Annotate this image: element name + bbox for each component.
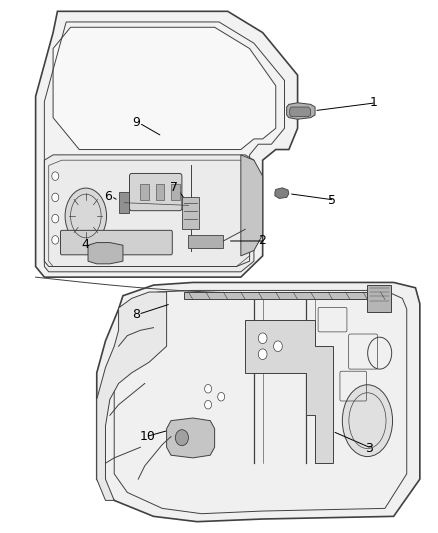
Text: 2: 2 <box>258 235 266 247</box>
Circle shape <box>52 172 59 180</box>
Text: 9: 9 <box>133 117 141 130</box>
Circle shape <box>52 236 59 244</box>
Circle shape <box>258 349 267 360</box>
FancyBboxPatch shape <box>60 230 172 255</box>
Ellipse shape <box>65 188 106 244</box>
Polygon shape <box>166 418 215 458</box>
Circle shape <box>205 400 212 409</box>
Text: 7: 7 <box>170 181 178 195</box>
Circle shape <box>205 384 212 393</box>
Bar <box>155 184 164 200</box>
Text: 4: 4 <box>81 238 89 251</box>
Text: 10: 10 <box>140 430 155 443</box>
FancyBboxPatch shape <box>130 173 182 211</box>
Circle shape <box>218 392 225 401</box>
Bar <box>188 235 223 248</box>
Circle shape <box>52 214 59 223</box>
Circle shape <box>258 333 267 344</box>
Text: 6: 6 <box>105 190 113 203</box>
Polygon shape <box>35 11 297 277</box>
Polygon shape <box>184 292 385 300</box>
Bar <box>171 184 180 200</box>
Polygon shape <box>245 320 332 463</box>
Polygon shape <box>241 155 263 256</box>
Text: 1: 1 <box>370 96 378 109</box>
Polygon shape <box>44 155 254 272</box>
Polygon shape <box>88 243 123 264</box>
Polygon shape <box>290 107 311 117</box>
Circle shape <box>175 430 188 446</box>
Polygon shape <box>275 188 289 198</box>
Text: 8: 8 <box>132 308 140 321</box>
Circle shape <box>52 193 59 201</box>
Polygon shape <box>97 292 166 500</box>
Polygon shape <box>53 27 276 150</box>
Bar <box>367 285 392 312</box>
Bar <box>141 184 149 200</box>
Text: 5: 5 <box>328 193 336 207</box>
Polygon shape <box>97 282 420 522</box>
Ellipse shape <box>343 385 392 457</box>
Text: 3: 3 <box>365 442 373 455</box>
Bar <box>119 192 130 213</box>
Polygon shape <box>287 103 315 119</box>
Circle shape <box>274 341 283 352</box>
Bar <box>182 197 199 229</box>
